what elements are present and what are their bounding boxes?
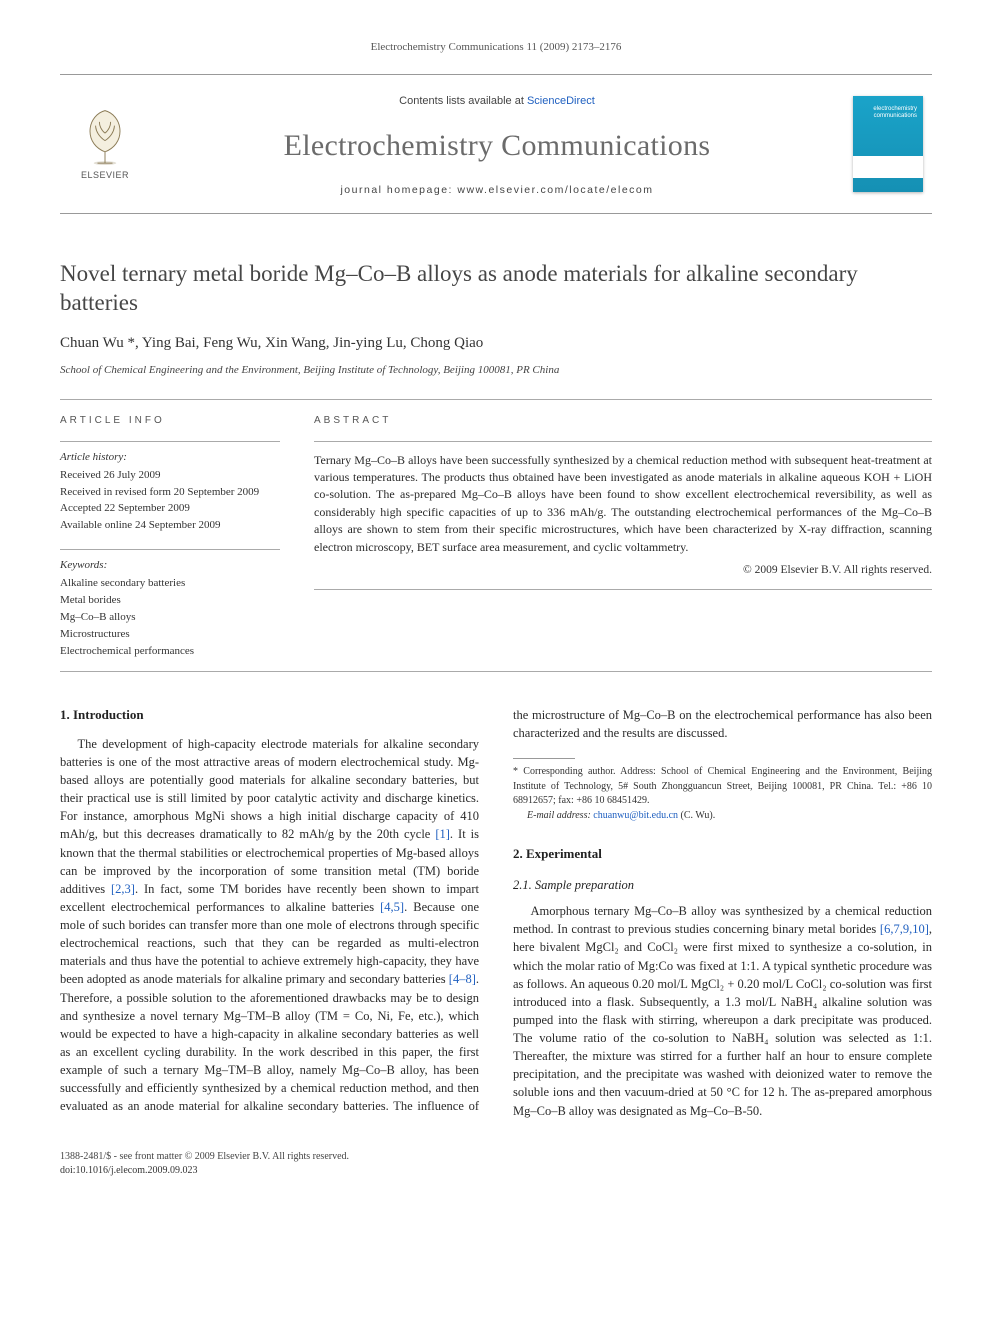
intro-text-a: The development of high-capacity electro… [60,737,479,842]
sciencedirect-link[interactable]: ScienceDirect [527,95,595,107]
abstract-label: ABSTRACT [314,414,932,429]
article-title: Novel ternary metal boride Mg–Co–B alloy… [60,260,932,318]
experimental-block: 2. Experimental 2.1. Sample preparation … [513,845,932,1119]
email-footnote: E-mail address: chuanwu@bit.edu.cn (C. W… [513,809,932,824]
journal-cover-thumb: electrochemistry communications [853,96,923,192]
keyword-1: Alkaline secondary batteries [60,576,280,592]
received-line: Received 26 July 2009 [60,468,280,484]
doi-line: doi:10.1016/j.elecom.2009.09.023 [60,1164,932,1179]
abstract-rule [314,441,932,442]
accepted-line: Accepted 22 September 2009 [60,501,280,517]
ref-4-8[interactable]: [4–8] [449,972,476,986]
abstract-column: ABSTRACT Ternary Mg–Co–B alloys have bee… [314,414,932,661]
homepage-url: www.elsevier.com/locate/elecom [457,184,653,196]
revised-line: Received in revised form 20 September 20… [60,485,280,501]
info-rule [60,441,280,442]
journal-masthead: ELSEVIER Contents lists available at Sci… [60,74,932,214]
rule-bottom [60,671,932,672]
experimental-paragraph: Amorphous ternary Mg–Co–B alloy was synt… [513,902,932,1120]
author-list: Chuan Wu *, Ying Bai, Feng Wu, Xin Wang,… [60,333,932,355]
journal-cover-text: electrochemistry communications [859,106,917,119]
body-two-column: 1. Introduction The development of high-… [60,706,932,1120]
masthead-center: Contents lists available at ScienceDirec… [150,75,844,213]
ref-1[interactable]: [1] [435,827,450,841]
ref-6-7-9-10[interactable]: [6,7,9,10] [880,922,929,936]
homepage-prefix: journal homepage: [340,184,457,196]
rule-top [60,399,932,400]
info-abstract-row: ARTICLE INFO Article history: Received 2… [60,414,932,661]
exp-text-b: , here bivalent MgCl₂ and CoCl₂ were fir… [513,922,932,1117]
keyword-2: Metal borides [60,593,280,609]
email-suffix: (C. Wu). [678,810,715,821]
publisher-label: ELSEVIER [81,169,129,182]
author-email-link[interactable]: chuanwu@bit.edu.cn [593,810,678,821]
keywords-rule [60,549,280,550]
journal-homepage-line: journal homepage: www.elsevier.com/locat… [340,183,653,198]
experimental-heading: 2. Experimental [513,845,932,864]
keyword-3: Mg–Co–B alloys [60,610,280,626]
contents-prefix: Contents lists available at [399,95,527,107]
front-matter-footer: 1388-2481/$ - see front matter © 2009 El… [60,1150,932,1179]
affiliation: School of Chemical Engineering and the E… [60,363,932,379]
exp-text-a: Amorphous ternary Mg–Co–B alloy was synt… [513,904,932,936]
abstract-text: Ternary Mg–Co–B alloys have been success… [314,452,932,556]
abstract-copyright: © 2009 Elsevier B.V. All rights reserved… [314,562,932,579]
footnote-block: * Corresponding author. Address: School … [513,758,932,823]
email-label: E-mail address: [527,810,593,821]
keyword-4: Microstructures [60,627,280,643]
abstract-bottom-rule [314,589,932,590]
contents-available-line: Contents lists available at ScienceDirec… [399,94,595,110]
history-label: Article history: [60,450,280,466]
keywords-label: Keywords: [60,558,280,574]
masthead-right: electrochemistry communications [844,75,932,213]
title-block: Novel ternary metal boride Mg–Co–B alloy… [60,260,932,379]
online-line: Available online 24 September 2009 [60,518,280,534]
sample-prep-subheading: 2.1. Sample preparation [513,876,932,894]
journal-name: Electrochemistry Communications [284,124,711,168]
intro-heading: 1. Introduction [60,706,479,725]
elsevier-tree-icon [76,105,134,165]
running-head: Electrochemistry Communications 11 (2009… [60,40,932,56]
publisher-block: ELSEVIER [60,75,150,213]
journal-cover-band [853,156,923,178]
article-info-column: ARTICLE INFO Article history: Received 2… [60,414,280,661]
ref-2-3[interactable]: [2,3] [111,882,135,896]
keyword-5: Electrochemical performances [60,644,280,660]
footnote-separator [513,758,575,759]
ref-4-5[interactable]: [4,5] [380,900,404,914]
front-matter-line: 1388-2481/$ - see front matter © 2009 El… [60,1150,932,1165]
corresponding-author-footnote: * Corresponding author. Address: School … [513,765,932,809]
article-info-label: ARTICLE INFO [60,414,280,429]
